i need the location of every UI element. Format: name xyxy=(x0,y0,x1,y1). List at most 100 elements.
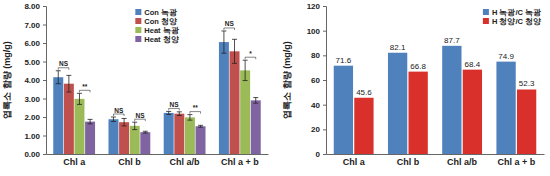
y-axis: 0.001.002.003.004.005.006.007.008.00 xyxy=(24,2,46,159)
error-bar xyxy=(243,60,248,80)
legend-swatch xyxy=(135,9,141,15)
error-bar xyxy=(198,125,203,127)
y-tick-label: 8.00 xyxy=(24,2,40,11)
legend-swatch xyxy=(135,27,141,33)
y-tick-mark xyxy=(43,62,46,63)
y-tick-mark xyxy=(43,154,46,155)
annotation: NS xyxy=(225,20,235,27)
error-bar xyxy=(77,93,82,104)
y-tick-mark xyxy=(43,99,46,100)
y-tick: 120 xyxy=(307,2,326,11)
y-tick-mark xyxy=(323,154,326,155)
x-tick: Chl a + b xyxy=(221,154,259,167)
y-tick-mark xyxy=(43,6,46,7)
error-bar xyxy=(111,117,116,121)
error-bar xyxy=(66,75,71,92)
plot-area xyxy=(334,46,537,154)
x-tick-label: Chl b xyxy=(118,157,141,167)
y-tick-mark xyxy=(323,6,326,7)
legend-label: Con 청양 xyxy=(144,17,177,26)
legend-label: Heat 녹광 xyxy=(144,26,178,35)
x-axis: Chl aChl bChl a/bChl a + b xyxy=(327,154,545,167)
annotation: NS xyxy=(59,60,69,67)
annotations: NS**NSNSNS**NS* xyxy=(58,20,256,121)
annotation-bracket xyxy=(224,28,235,30)
y-tick: 6.00 xyxy=(24,39,46,48)
y-axis: 020406080100120 xyxy=(307,2,327,159)
annotation-bracket xyxy=(113,114,124,116)
y-tick: 0.00 xyxy=(24,150,46,159)
error-bar xyxy=(166,111,171,114)
bar xyxy=(496,62,515,154)
annotation: ** xyxy=(193,104,199,111)
legend: H 녹광/C 녹광H 청양/C 청양 xyxy=(483,8,541,26)
annotation: ** xyxy=(82,83,88,90)
annotation-bracket xyxy=(135,119,146,121)
legend-item: H 청양/C 청양 xyxy=(483,17,541,26)
y-tick-label: 7.00 xyxy=(24,21,40,30)
data-label: 87.7 xyxy=(444,36,460,45)
bar xyxy=(354,98,373,154)
y-tick-label: 120 xyxy=(307,2,321,11)
y-tick-label: 6.00 xyxy=(24,39,40,48)
x-tick: Chl a/b xyxy=(170,154,201,167)
bar xyxy=(251,100,261,154)
y-axis-title: 엽록소 함량 (mg/g) xyxy=(282,41,292,119)
x-tick: Chl b xyxy=(118,154,141,167)
y-tick-mark xyxy=(43,43,46,44)
y-tick-mark xyxy=(43,117,46,118)
annotation: NS xyxy=(169,101,179,108)
bar xyxy=(130,126,140,154)
bar xyxy=(388,53,407,154)
y-tick-label: 1.00 xyxy=(24,132,40,141)
y-axis-line xyxy=(43,7,47,155)
x-tick-label: Chl b xyxy=(397,157,420,167)
bar xyxy=(85,122,95,154)
bar xyxy=(174,114,184,154)
chart-canvas: 0.001.002.003.004.005.006.007.008.00Chl … xyxy=(0,0,550,176)
x-tick: Chl b xyxy=(397,154,420,167)
y-axis-line xyxy=(323,7,327,155)
y-tick: 40 xyxy=(311,101,326,110)
y-tick-label: 3.00 xyxy=(24,95,40,104)
x-axis-line xyxy=(327,154,545,155)
data-label: 45.6 xyxy=(356,88,372,97)
y-axis-title: 엽록소 함량 (mg/g) xyxy=(2,41,12,119)
annotation-bracket xyxy=(79,90,90,92)
bar xyxy=(74,99,84,154)
data-label: 52.3 xyxy=(519,79,535,88)
y-tick-label: 4.00 xyxy=(24,76,40,85)
chart-panel: 0.001.002.003.004.005.006.007.008.00Chl … xyxy=(2,2,269,167)
y-tick-label: 40 xyxy=(311,101,320,110)
y-tick: 4.00 xyxy=(24,76,46,85)
y-tick-label: 100 xyxy=(307,27,321,36)
y-tick-label: 0 xyxy=(316,150,321,159)
x-tick-label: Chl a + b xyxy=(497,157,535,167)
legend-label: Con 녹광 xyxy=(144,8,177,17)
bar xyxy=(53,77,63,154)
y-tick-mark xyxy=(43,136,46,137)
bar xyxy=(463,70,482,154)
y-tick: 3.00 xyxy=(24,95,46,104)
y-tick-mark xyxy=(43,80,46,81)
bar xyxy=(119,122,129,154)
chart-panel: 020406080100120Chl aChl bChl a/bChl a + … xyxy=(282,2,545,167)
legend-swatch xyxy=(483,9,489,15)
bar xyxy=(108,119,118,154)
bar xyxy=(64,84,74,154)
legend-swatch xyxy=(483,18,489,24)
y-tick-mark xyxy=(323,105,326,106)
bar xyxy=(442,46,461,154)
bar xyxy=(185,117,195,154)
bar xyxy=(219,42,229,154)
data-label: 74.9 xyxy=(498,52,514,61)
x-tick-label: Chl a/b xyxy=(447,157,478,167)
x-tick: Chl a xyxy=(63,154,86,167)
legend: Con 녹광Con 청양Heat 녹광Heat 청양 xyxy=(135,8,178,44)
x-axis: Chl a Chl b Chl a/b Chl a + b xyxy=(47,154,269,167)
y-tick: 5.00 xyxy=(24,58,46,67)
legend-item: Con 청양 xyxy=(135,17,177,26)
bar xyxy=(230,51,240,154)
y-tick-label: 5.00 xyxy=(24,58,40,67)
error-bar xyxy=(232,39,237,63)
